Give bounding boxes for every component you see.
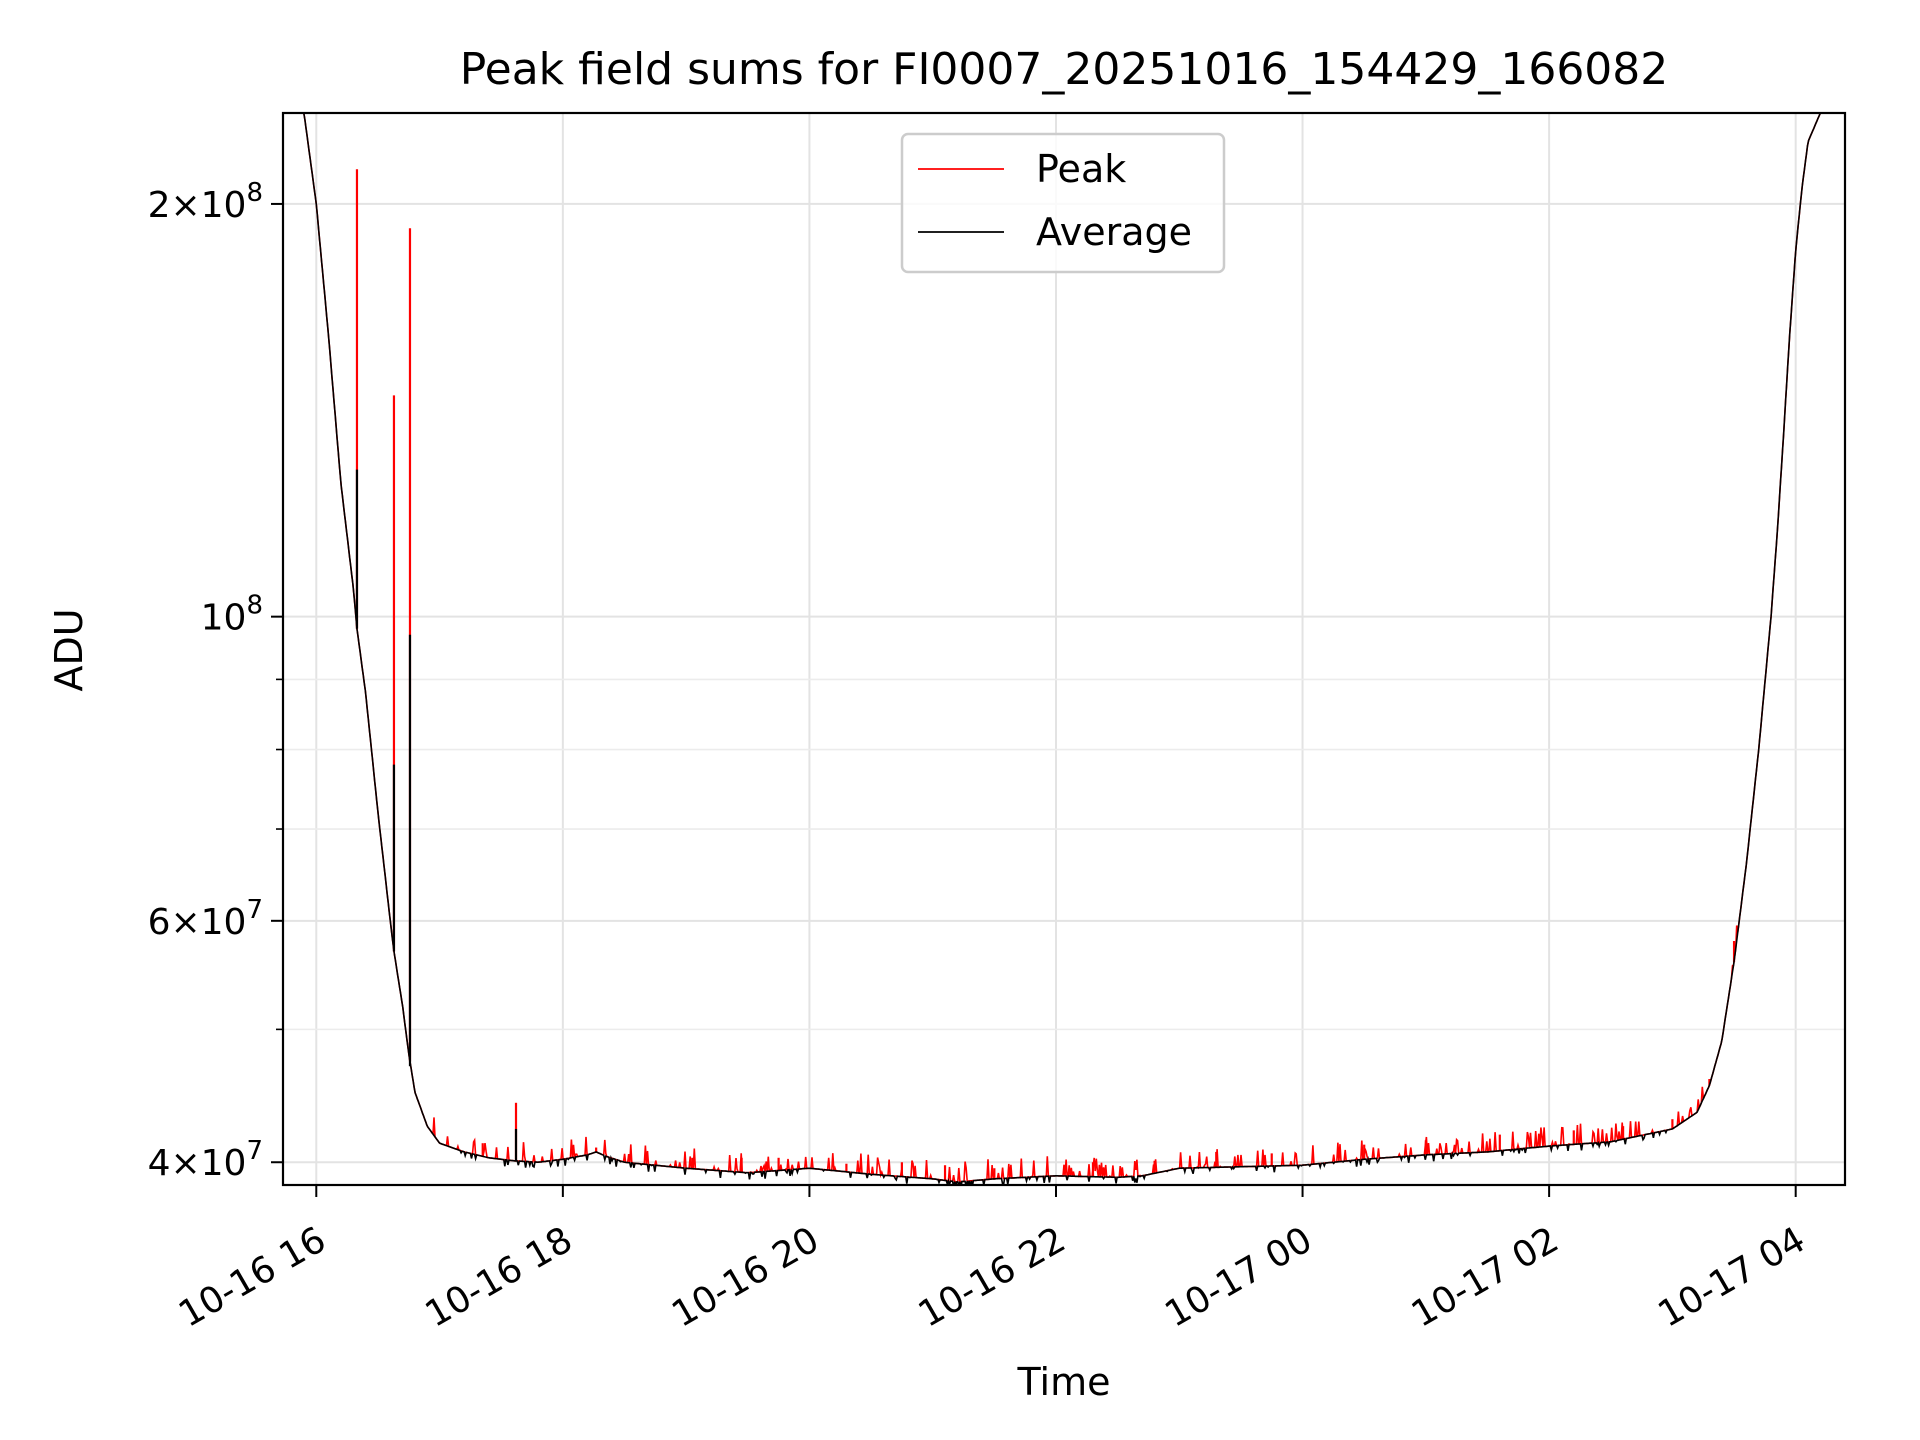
y-tick-label: 108 [201,591,263,639]
y-tick-label: 2×108 [148,178,263,226]
y-tick-label: 6×107 [148,895,263,943]
legend-peak-label: Peak [1036,147,1126,191]
plot-area [283,113,1845,1185]
chart-title: Peak field sums for FI0007_20251016_1544… [460,44,1669,95]
series-group [283,113,1845,1185]
average-series-line [283,113,1845,1185]
y-tick-label: 4×107 [148,1136,263,1184]
legend: Peak Average [900,132,1226,274]
x-axis-label: Time [1017,1360,1111,1404]
y-axis: 4×107 6×107 108 2×108 [148,178,283,1184]
legend-average-label: Average [1036,210,1192,254]
axes-frame [281,111,1847,1187]
y-axis-label: ADU [47,608,91,691]
